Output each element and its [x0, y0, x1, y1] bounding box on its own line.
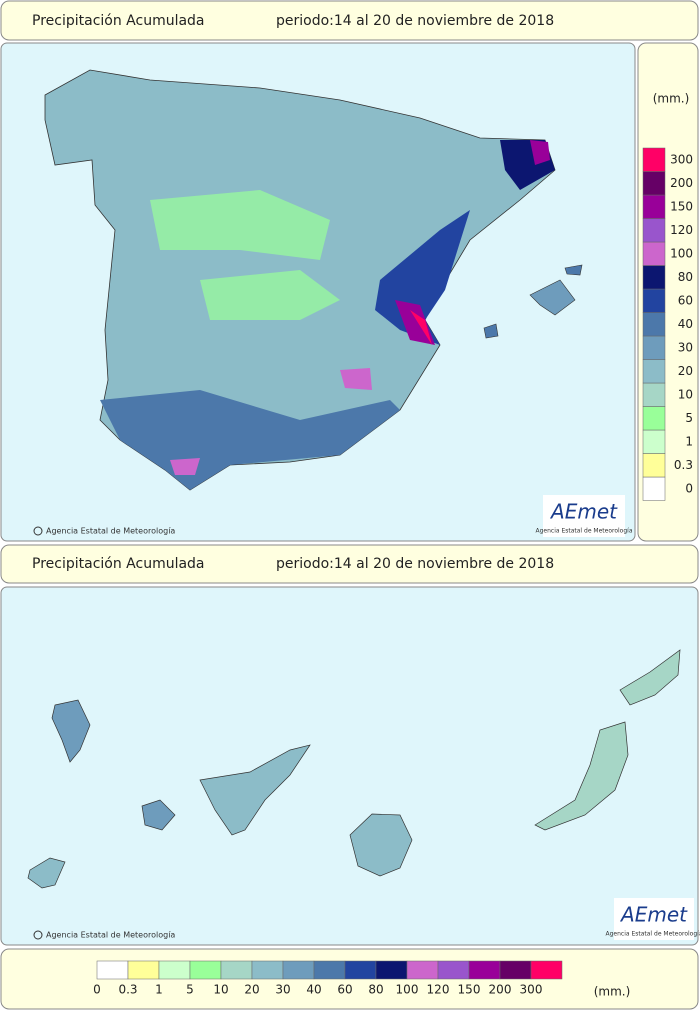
legend-label: 200 [670, 176, 693, 190]
legend-swatch [643, 407, 665, 431]
legend-swatch [97, 961, 128, 979]
logo: AEmet [549, 500, 618, 524]
logo-subtitle: Agencia Estatal de Meteorología [606, 931, 700, 938]
legend-label: 150 [670, 199, 693, 213]
logo: AEmet [619, 903, 688, 927]
legend-swatch [643, 219, 665, 243]
legend-label: 30 [275, 983, 290, 997]
legend-unit: (mm.) [594, 985, 631, 999]
legend-label: 200 [489, 983, 512, 997]
legend-swatch [643, 148, 665, 172]
legend-swatch [221, 961, 252, 979]
legend-label: 0.3 [118, 983, 137, 997]
legend-label: 120 [427, 983, 450, 997]
legend-label: 60 [678, 293, 693, 307]
legend-swatch [643, 336, 665, 360]
legend-swatch [643, 313, 665, 337]
legend-swatch [643, 172, 665, 196]
legend-swatch [407, 961, 438, 979]
legend-swatch [345, 961, 376, 979]
legend-swatch [643, 195, 665, 219]
legend-swatch [643, 454, 665, 478]
logo-subtitle: Agencia Estatal de Meteorología [536, 528, 633, 535]
legend-swatch [376, 961, 407, 979]
legend-swatch [643, 383, 665, 407]
legend-swatch [128, 961, 159, 979]
legend-label: 1 [685, 434, 693, 448]
legend-swatch [283, 961, 314, 979]
legend-unit: (mm.) [653, 92, 690, 106]
legend-label: 120 [670, 223, 693, 237]
legend-swatch [159, 961, 190, 979]
legend-label: 80 [678, 270, 693, 284]
legend-label: 30 [678, 340, 693, 354]
legend-label: 10 [213, 983, 228, 997]
legend-label: 5 [685, 411, 693, 425]
legend-label: 40 [306, 983, 321, 997]
legend-label: 10 [678, 387, 693, 401]
title: Precipitación Acumulada [32, 556, 205, 572]
legend-label: 0.3 [674, 458, 693, 472]
legend-label: 0 [93, 983, 101, 997]
title: Precipitación Acumulada [32, 13, 205, 29]
legend-swatch [531, 961, 562, 979]
legend-label: 20 [678, 364, 693, 378]
legend-swatch [500, 961, 531, 979]
legend-swatch [643, 242, 665, 266]
legend-swatch [252, 961, 283, 979]
legend-label: 300 [520, 983, 543, 997]
legend-label: 60 [337, 983, 352, 997]
period: periodo:14 al 20 de noviembre de 2018 [276, 556, 554, 572]
legend-swatch [643, 266, 665, 290]
legend-swatch [643, 477, 665, 501]
legend-label: 100 [396, 983, 419, 997]
legend-swatch [190, 961, 221, 979]
legend-swatch [314, 961, 345, 979]
legend-label: 150 [458, 983, 481, 997]
legend-swatch [643, 430, 665, 454]
legend-label: 100 [670, 246, 693, 260]
period: periodo:14 al 20 de noviembre de 2018 [276, 13, 554, 29]
legend-swatch [438, 961, 469, 979]
legend-label: 5 [186, 983, 194, 997]
credit: Agencia Estatal de Meteorología [46, 527, 175, 536]
legend-swatch [643, 360, 665, 384]
legend-label: 300 [670, 152, 693, 166]
legend-label: 40 [678, 317, 693, 331]
legend-label: 1 [155, 983, 163, 997]
credit: Agencia Estatal de Meteorología [46, 931, 175, 940]
legend-label: 0 [685, 481, 693, 495]
legend-label: 20 [244, 983, 259, 997]
legend-swatch [469, 961, 500, 979]
legend-swatch [643, 289, 665, 313]
legend-label: 80 [368, 983, 383, 997]
